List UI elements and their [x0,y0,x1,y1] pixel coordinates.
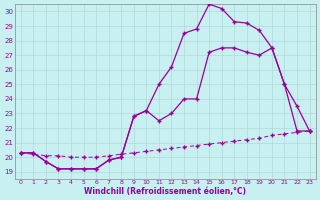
X-axis label: Windchill (Refroidissement éolien,°C): Windchill (Refroidissement éolien,°C) [84,187,246,196]
